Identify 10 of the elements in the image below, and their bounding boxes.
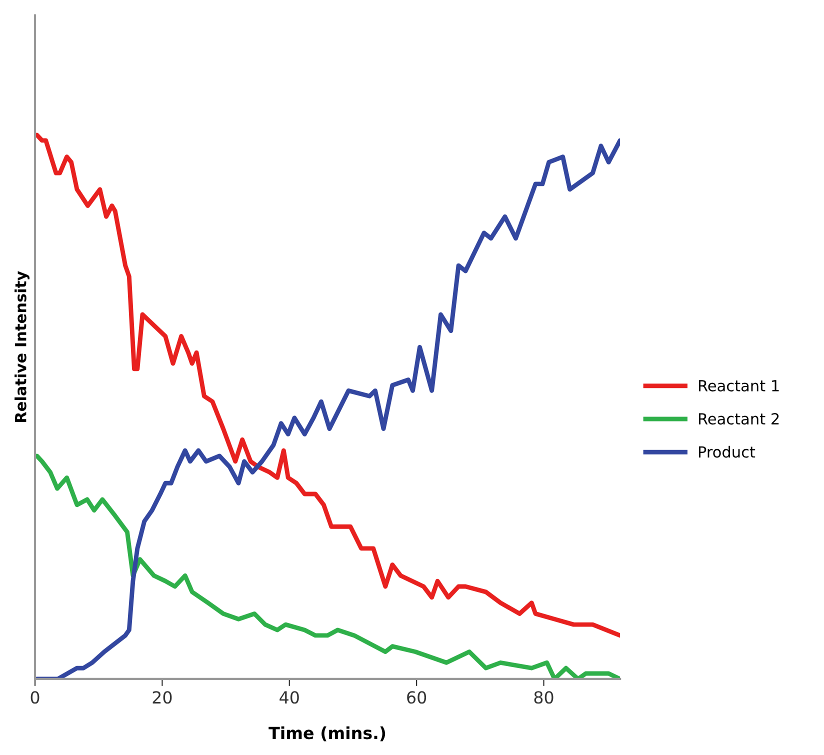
- legend-label: Product: [698, 446, 756, 458]
- legend-label: Reactant 1: [698, 380, 779, 392]
- x-tick-label: 60: [407, 691, 426, 704]
- legend-label: Reactant 2: [698, 413, 779, 425]
- x-tick-label: 80: [534, 691, 554, 704]
- x-tick-label: 20: [152, 691, 172, 704]
- x-axis-title: Time (mins.): [268, 726, 386, 742]
- x-tick-label: 0: [30, 691, 40, 704]
- y-axis-title: Relative Intensity: [14, 271, 30, 422]
- x-tick-label: 40: [280, 691, 299, 704]
